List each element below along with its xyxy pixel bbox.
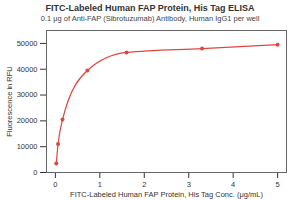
svg-text:1: 1 [98,180,102,189]
svg-text:0: 0 [53,180,57,189]
svg-text:3: 3 [187,180,191,189]
svg-text:FITC-Labeled Human FAP Protein: FITC-Labeled Human FAP Protein, His Tag … [70,190,263,199]
svg-text:4: 4 [231,180,235,189]
svg-text:2: 2 [142,180,146,189]
svg-text:50000: 50000 [17,39,38,48]
html-text:FITC-Labeled Human FAP Protein: FITC-Labeled Human FAP Protein, His Tag … [45,3,255,13]
html-text:0.1 μg of Anti-FAP (Sibrotuzum: 0.1 μg of Anti-FAP (Sibrotuzumab) Antibo… [40,14,260,23]
svg-text:40000: 40000 [17,65,38,74]
svg-text:0: 0 [33,168,37,177]
svg-text:5: 5 [276,180,280,189]
svg-text:10000: 10000 [17,142,38,151]
svg-text:20000: 20000 [17,116,38,125]
svg-text:30000: 30000 [17,90,38,99]
svg-text:Fluorescence in RFU: Fluorescence in RFU [5,66,14,136]
